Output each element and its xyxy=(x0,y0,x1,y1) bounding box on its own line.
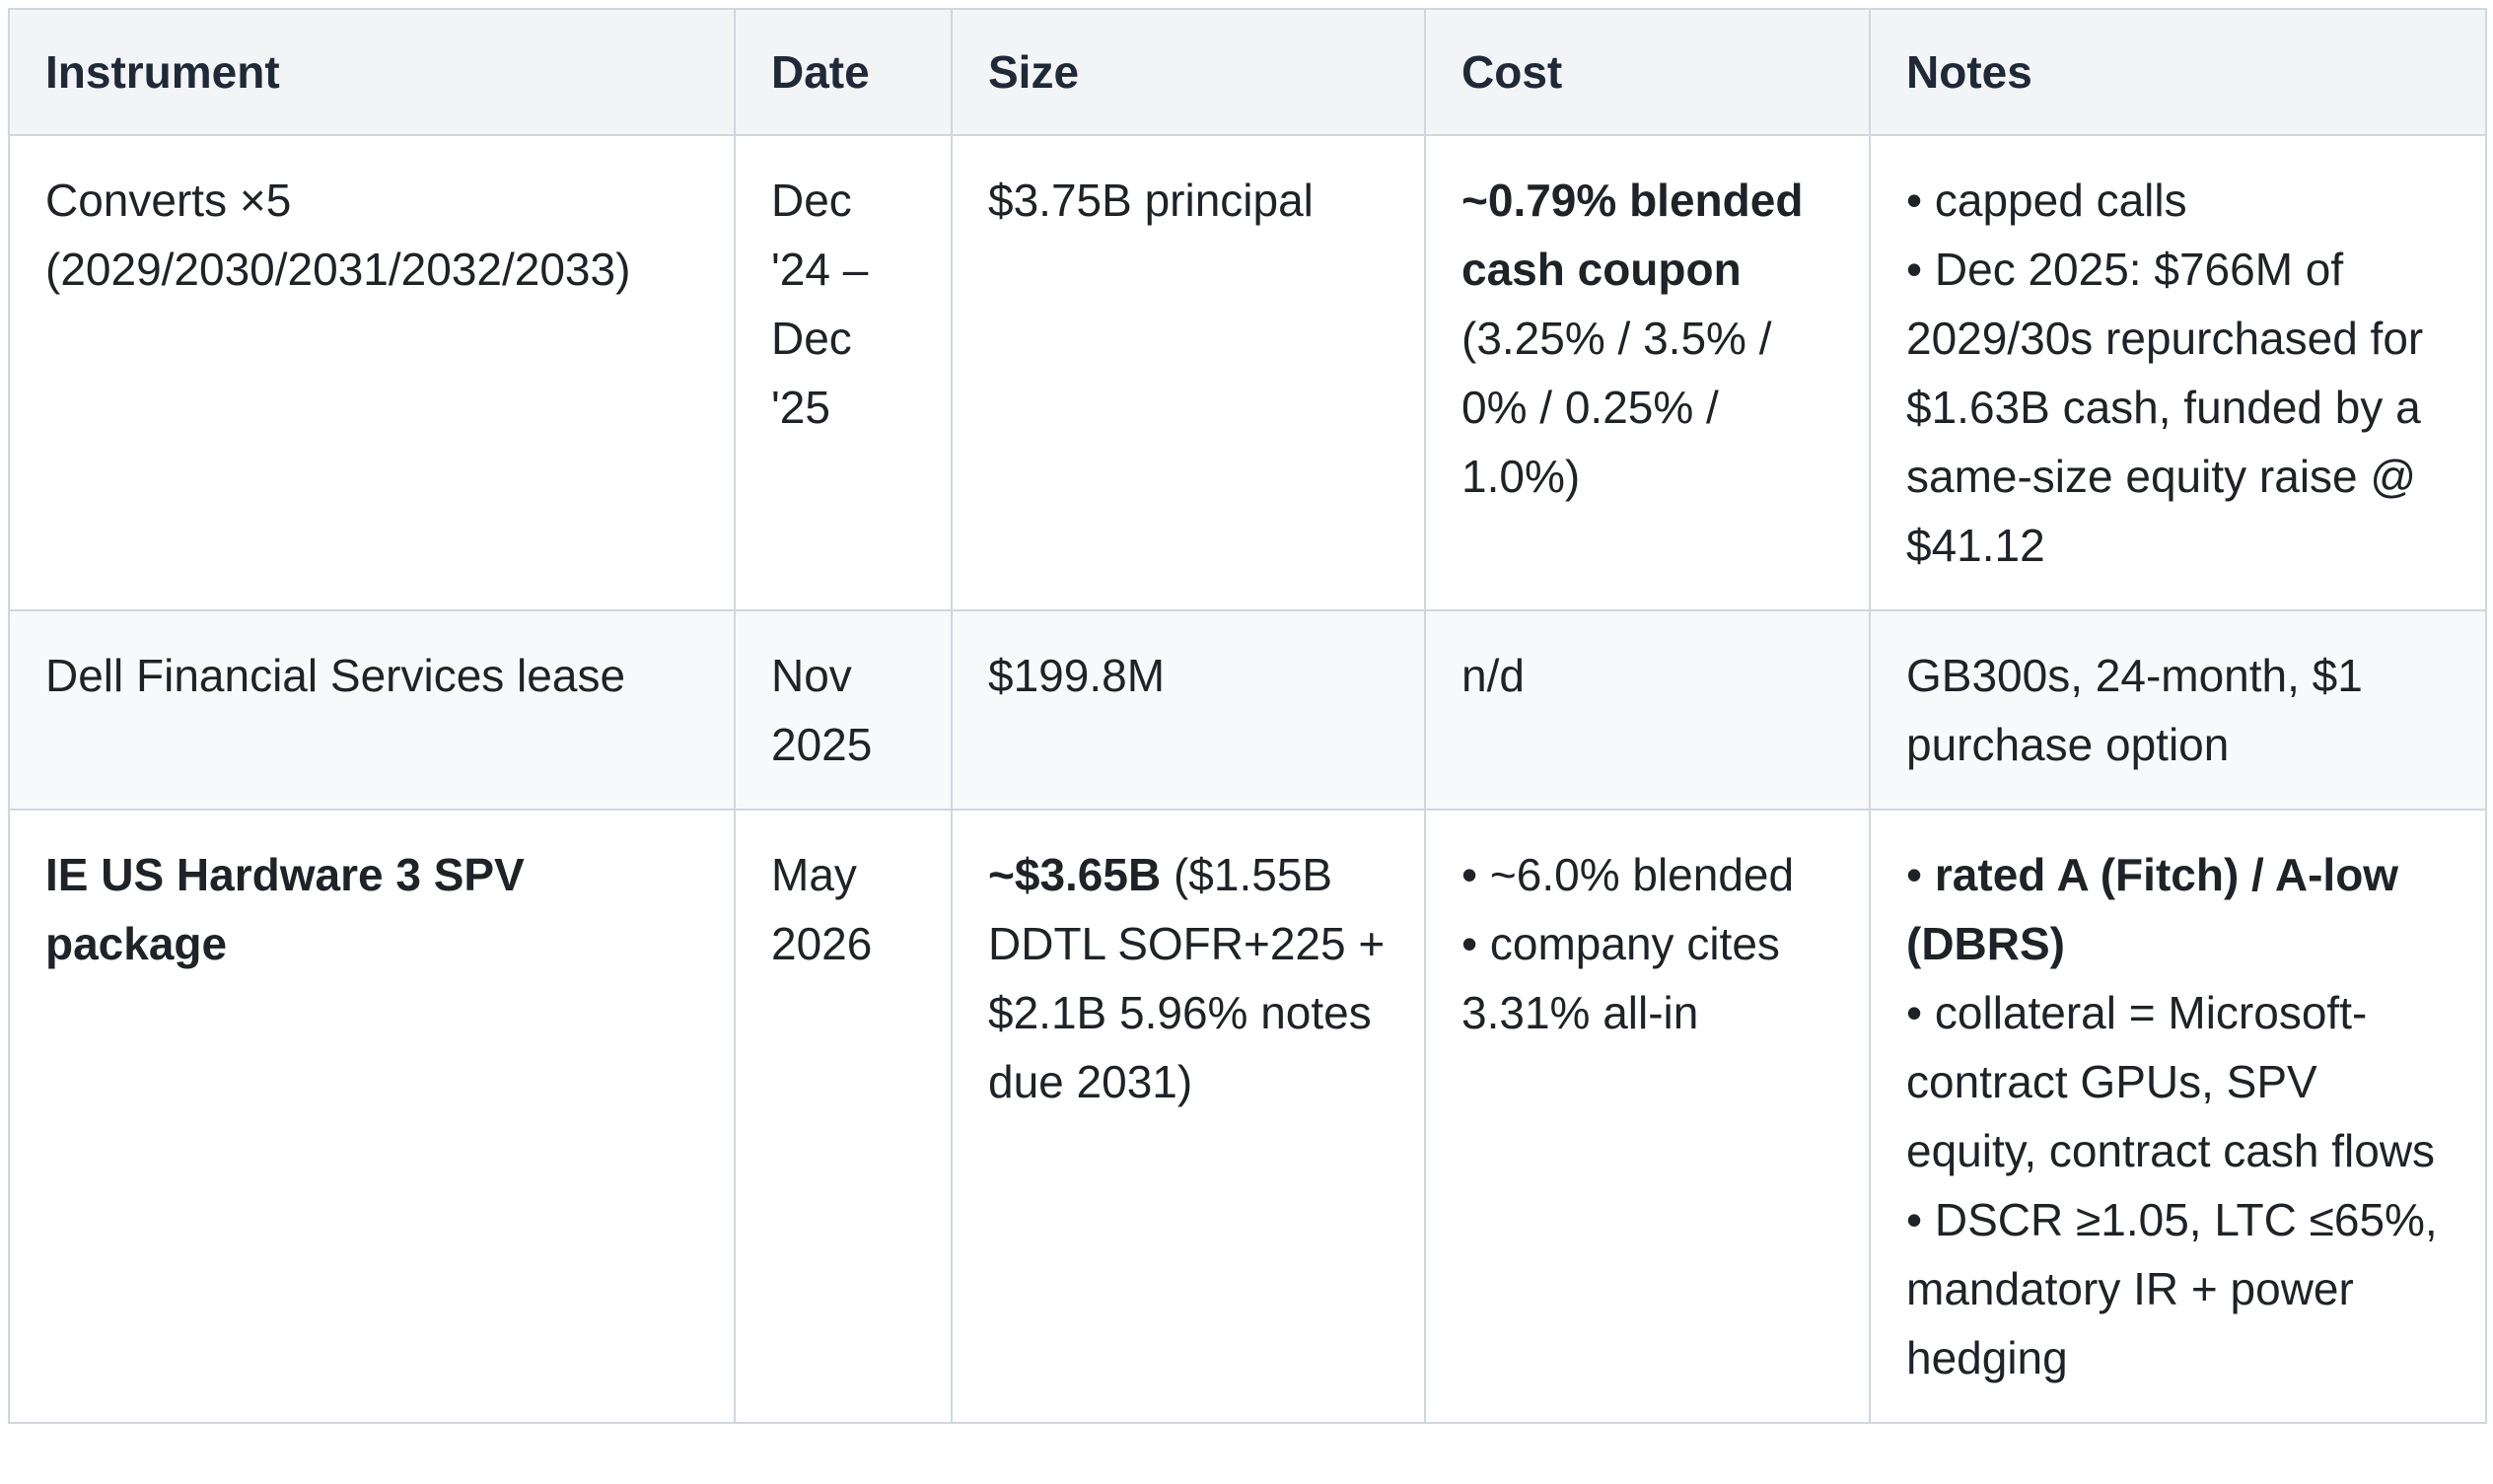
header-size: Size xyxy=(951,8,1426,136)
instrument-line: Converts ×5 xyxy=(45,175,292,226)
cell-size: $3.75B principal xyxy=(951,134,1426,611)
date-line: 2026 xyxy=(771,918,873,969)
header-notes: Notes xyxy=(1869,8,2487,136)
date-line: Nov xyxy=(771,650,852,701)
date-line: May xyxy=(771,849,857,900)
cost-bullet: • company cites 3.31% all-in xyxy=(1461,918,1780,1038)
date-line: 2025 xyxy=(771,719,873,770)
cell-cost: n/d xyxy=(1424,609,1871,811)
cell-instrument: IE US Hardware 3 SPV package xyxy=(8,809,736,1424)
cell-notes: • capped calls • Dec 2025: $766M of 2029… xyxy=(1869,134,2487,611)
cost-highlight: ~0.79% blended cash coupon xyxy=(1461,175,1804,295)
cost-bullet: • ~6.0% blended xyxy=(1461,849,1795,900)
size-detail: ($1.55B DDTL SOFR+225 + $2.1B 5.96% note… xyxy=(988,849,1386,1107)
cell-cost: • ~6.0% blended • company cites 3.31% al… xyxy=(1424,809,1871,1424)
date-line: '25 xyxy=(771,382,830,433)
note-bullet-rating: • rated A (Fitch) / A-low (DBRS) xyxy=(1906,840,2450,978)
date-line: Dec xyxy=(771,175,852,226)
bullet-glyph: • xyxy=(1906,849,1935,900)
rating-text: rated A (Fitch) / A-low (DBRS) xyxy=(1906,849,2399,969)
table-row: IE US Hardware 3 SPV package May 2026 ~$… xyxy=(8,809,2487,1424)
cell-size: ~$3.65B ($1.55B DDTL SOFR+225 + $2.1B 5.… xyxy=(951,809,1426,1424)
cell-size: $199.8M xyxy=(951,609,1426,811)
note-bullet: • Dec 2025: $766M of 2029/30s repurchase… xyxy=(1906,244,2424,571)
cell-notes: GB300s, 24-month, $1 purchase option xyxy=(1869,609,2487,811)
table-header-row: Instrument Date Size Cost Notes xyxy=(8,8,2487,136)
table-row: Dell Financial Services lease Nov 2025 $… xyxy=(8,609,2487,811)
cell-date: Nov 2025 xyxy=(734,609,953,811)
header-instrument: Instrument xyxy=(8,8,736,136)
cell-instrument: Converts ×5 (2029/2030/2031/2032/2033) xyxy=(8,134,736,611)
note-bullet: • collateral = Microsoft-contract GPUs, … xyxy=(1906,987,2436,1176)
date-line: '24 – xyxy=(771,244,869,295)
note-bullet: • capped calls xyxy=(1906,175,2187,226)
cell-date: May 2026 xyxy=(734,809,953,1424)
table-row: Converts ×5 (2029/2030/2031/2032/2033) D… xyxy=(8,134,2487,611)
header-date: Date xyxy=(734,8,953,136)
cell-date: Dec '24 – Dec '25 xyxy=(734,134,953,611)
size-highlight: ~$3.65B xyxy=(988,849,1162,900)
cell-cost: ~0.79% blended cash coupon (3.25% / 3.5%… xyxy=(1424,134,1871,611)
note-bullet: • DSCR ≥1.05, LTC ≤65%, mandatory IR + p… xyxy=(1906,1194,2438,1383)
financing-table-container: Instrument Date Size Cost Notes Converts… xyxy=(8,8,2487,1424)
header-cost: Cost xyxy=(1424,8,1871,136)
cell-instrument: Dell Financial Services lease xyxy=(8,609,736,811)
cost-detail: (3.25% / 3.5% / 0% / 0.25% / 1.0%) xyxy=(1461,313,1772,502)
financing-table: Instrument Date Size Cost Notes Converts… xyxy=(8,8,2487,1424)
cell-notes: • rated A (Fitch) / A-low (DBRS) • colla… xyxy=(1869,809,2487,1424)
instrument-line: (2029/2030/2031/2032/2033) xyxy=(45,244,631,295)
date-line: Dec xyxy=(771,313,852,364)
